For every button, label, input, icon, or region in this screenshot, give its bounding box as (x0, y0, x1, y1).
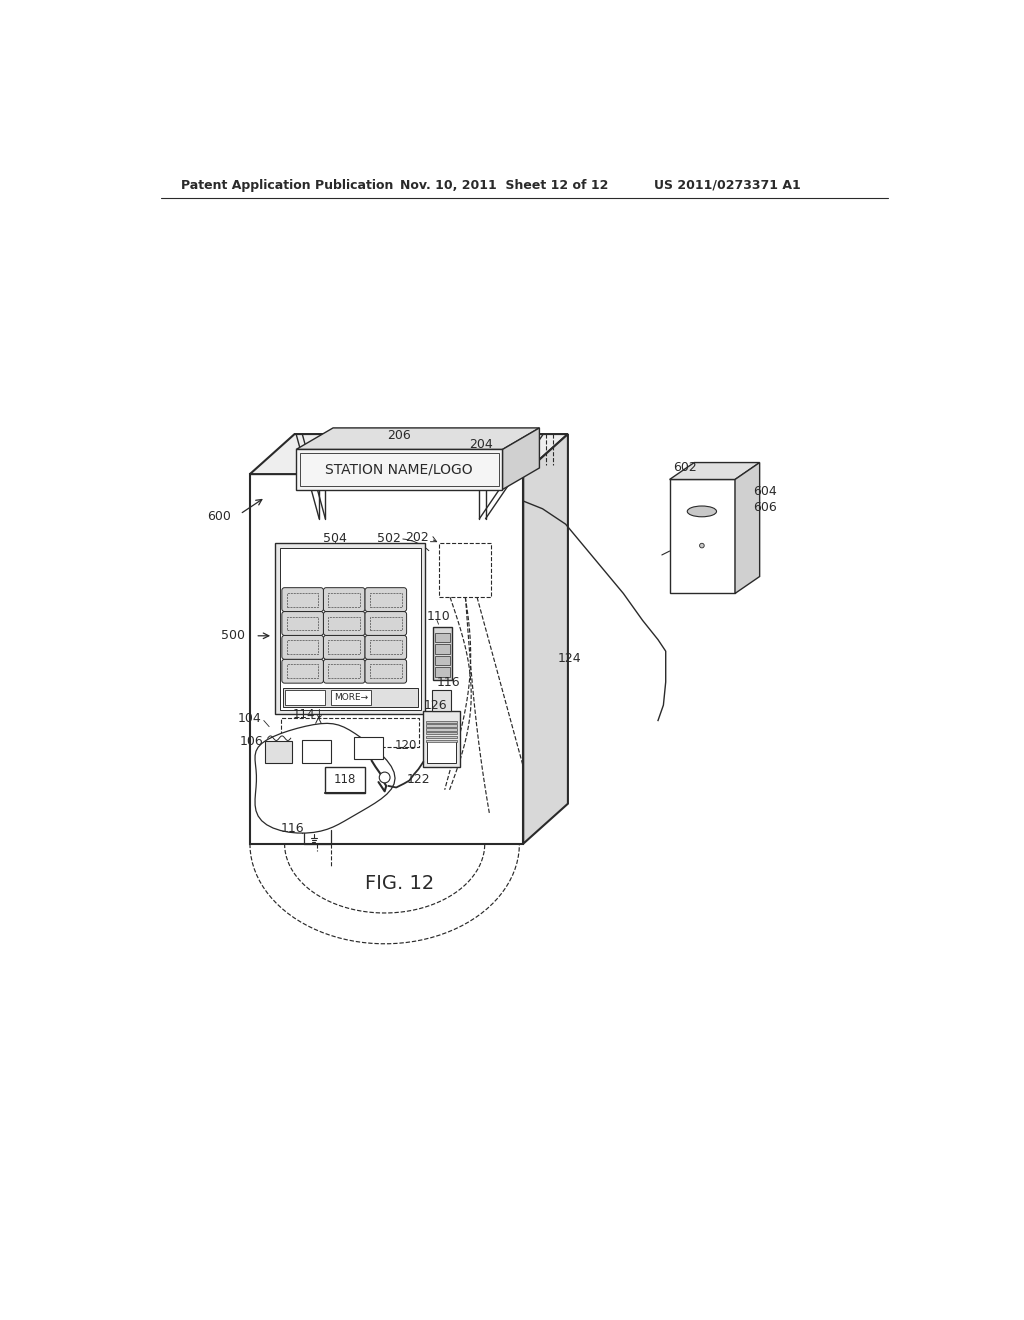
Text: 124: 124 (558, 652, 582, 665)
Bar (423, 711, 460, 767)
FancyBboxPatch shape (324, 635, 365, 659)
Text: 104: 104 (238, 711, 261, 725)
Bar (329, 593, 360, 607)
Bar (426, 737, 457, 738)
Text: 116: 116 (281, 822, 304, 834)
FancyBboxPatch shape (282, 587, 324, 611)
Bar (426, 721, 457, 723)
Bar (331, 690, 371, 705)
Text: 206: 206 (387, 429, 411, 442)
Text: 126: 126 (424, 698, 447, 711)
Text: US 2011/0273371 A1: US 2011/0273371 A1 (654, 178, 801, 191)
Polygon shape (296, 428, 540, 449)
Bar (285, 690, 325, 705)
Polygon shape (250, 434, 568, 474)
FancyBboxPatch shape (324, 587, 365, 611)
Text: 106: 106 (240, 735, 263, 748)
Text: 122: 122 (407, 774, 430, 787)
Bar (301, 739, 331, 763)
Bar (370, 616, 401, 631)
Polygon shape (523, 434, 568, 843)
Bar (435, 668, 451, 677)
Bar (435, 632, 451, 642)
Polygon shape (735, 462, 760, 594)
FancyBboxPatch shape (324, 659, 365, 684)
Bar (370, 593, 401, 607)
Bar (325, 767, 365, 793)
Bar (287, 616, 318, 631)
Text: 606: 606 (753, 500, 776, 513)
Bar (433, 627, 453, 681)
Bar (329, 664, 360, 678)
Text: FIG. 12: FIG. 12 (366, 874, 434, 894)
Text: 114↓: 114↓ (293, 708, 326, 721)
FancyBboxPatch shape (282, 611, 324, 635)
Bar (300, 453, 499, 486)
Text: MORE→: MORE→ (334, 693, 368, 702)
Text: 116: 116 (437, 676, 461, 689)
Circle shape (379, 772, 390, 783)
Text: 604: 604 (753, 484, 776, 498)
Polygon shape (503, 428, 540, 490)
Text: 120: 120 (394, 739, 417, 752)
Bar (287, 664, 318, 678)
FancyBboxPatch shape (324, 611, 365, 635)
Text: 118: 118 (334, 774, 355, 787)
Text: 504: 504 (323, 532, 346, 545)
Bar (287, 593, 318, 607)
Text: 204: 204 (469, 438, 493, 451)
Bar (426, 729, 457, 730)
Bar (432, 689, 451, 711)
Text: STATION NAME/LOGO: STATION NAME/LOGO (326, 462, 473, 477)
Bar (250, 474, 523, 843)
Bar (354, 738, 383, 759)
Bar (438, 544, 490, 598)
Bar (426, 733, 457, 734)
Bar (275, 544, 425, 714)
Bar (296, 449, 503, 490)
Bar (426, 725, 457, 726)
FancyBboxPatch shape (365, 611, 407, 635)
FancyBboxPatch shape (365, 635, 407, 659)
Circle shape (699, 544, 705, 548)
Bar (329, 640, 360, 655)
Text: 502: 502 (377, 532, 401, 545)
Bar (670, 479, 735, 594)
Bar (370, 664, 401, 678)
Text: Patent Application Publication: Patent Application Publication (180, 178, 393, 191)
Bar (426, 739, 457, 742)
Bar (265, 742, 292, 763)
FancyBboxPatch shape (282, 659, 324, 684)
Bar (287, 640, 318, 655)
FancyBboxPatch shape (365, 659, 407, 684)
FancyBboxPatch shape (365, 587, 407, 611)
Text: 500: 500 (220, 630, 245, 643)
Text: 602: 602 (673, 462, 697, 474)
Ellipse shape (687, 506, 717, 517)
Text: 110: 110 (427, 610, 451, 623)
FancyBboxPatch shape (282, 635, 324, 659)
Bar (329, 616, 360, 631)
Polygon shape (255, 723, 395, 833)
Bar (281, 718, 419, 747)
Bar (283, 688, 418, 706)
Polygon shape (670, 462, 760, 479)
Bar (435, 644, 451, 653)
Text: 600: 600 (207, 510, 230, 523)
Text: Nov. 10, 2011  Sheet 12 of 12: Nov. 10, 2011 Sheet 12 of 12 (400, 178, 608, 191)
Bar (435, 656, 451, 665)
Bar (280, 548, 421, 710)
Bar (370, 640, 401, 655)
Bar (427, 742, 457, 763)
Text: 202: 202 (406, 531, 429, 544)
